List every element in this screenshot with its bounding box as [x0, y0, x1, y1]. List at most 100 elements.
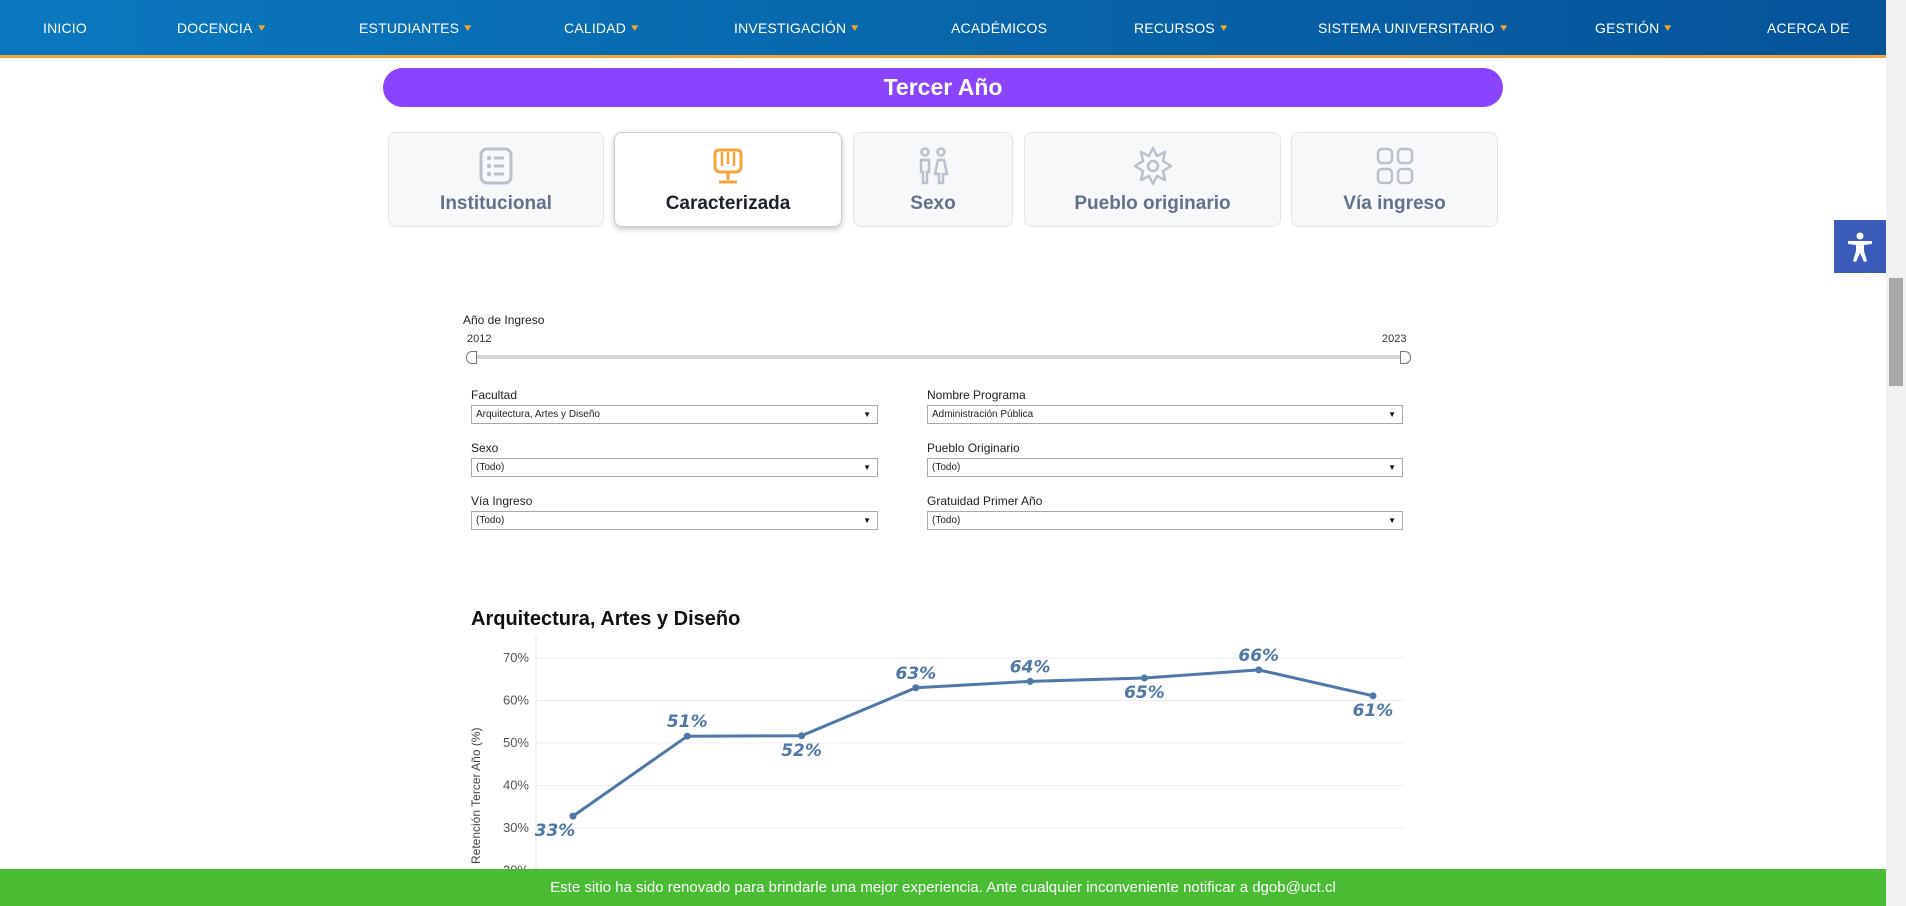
dropdown-arrow-icon: ▼: [863, 463, 871, 472]
data-point: [569, 812, 577, 820]
data-label: 51%: [667, 712, 708, 732]
tab-label: Institucional: [440, 193, 552, 214]
data-label: 61%: [1353, 701, 1394, 721]
y-tick-label: 40%: [503, 778, 529, 793]
flower-icon: [1133, 146, 1172, 186]
nav-item-label: RECURSOS: [1134, 19, 1215, 36]
tab-via-ingreso[interactable]: Vía ingreso: [1291, 132, 1498, 227]
data-point: [912, 684, 920, 692]
nav-item-label: GESTIÓN: [1595, 19, 1660, 36]
scrollbar-track[interactable]: [1886, 0, 1906, 906]
nav-item-estudiantes[interactable]: ESTUDIANTES ▾: [359, 0, 472, 55]
tab-sexo[interactable]: Sexo: [853, 132, 1013, 227]
nav-item-recursos[interactable]: RECURSOS ▾: [1134, 0, 1227, 55]
notice-banner: Este sitio ha sido renovado para brindar…: [0, 869, 1886, 906]
data-point: [683, 732, 691, 740]
dropdown-arrow-icon: ▼: [1388, 516, 1396, 525]
via-label: Vía Ingreso: [471, 494, 533, 508]
via-value: (Todo): [476, 515, 505, 526]
sexo-select[interactable]: (Todo) ▼: [471, 458, 878, 477]
people-icon: [919, 147, 949, 185]
nav-item-docencia[interactable]: DOCENCIA ▾: [177, 0, 266, 55]
y-tick-label: 70%: [503, 650, 529, 665]
accessibility-button[interactable]: [1834, 220, 1886, 273]
nav-item-label: ESTUDIANTES: [359, 19, 460, 36]
dropdown-arrow-icon: ▼: [1388, 410, 1396, 419]
year-slider-handle-end[interactable]: [1400, 351, 1411, 364]
chevron-down-icon: ▾: [1499, 22, 1508, 34]
nav-item-label: DOCENCIA: [177, 19, 253, 36]
nav-item-label: ACADÉMICOS: [951, 19, 1048, 36]
y-tick-label: 20%: [503, 863, 529, 870]
data-label: 52%: [781, 741, 822, 761]
year-slider-track[interactable]: [470, 355, 1408, 359]
nav-item-label: INVESTIGACIÓN: [734, 19, 847, 36]
facultad-select[interactable]: Arquitectura, Artes y Diseño ▼: [471, 405, 878, 424]
chevron-down-icon: ▾: [257, 22, 266, 34]
y-tick-label: 30%: [503, 820, 529, 835]
scrollbar-thumb[interactable]: [1889, 278, 1903, 386]
sexo-label: Sexo: [471, 441, 499, 455]
tab-label: Caracterizada: [665, 193, 791, 214]
retention-line-chart: 20% 30% 40% 50% 60% 70% Retención Tercer Año (…: [469, 636, 1405, 870]
nav-item-investigacion[interactable]: INVESTIGACIÓN ▾: [734, 0, 859, 55]
data-point: [1369, 692, 1377, 700]
nav-item-academicos[interactable]: ACADÉMICOS: [951, 0, 1047, 55]
data-label: 63%: [896, 664, 937, 684]
chevron-down-icon: ▾: [851, 22, 859, 34]
y-axis-label: Retención Tercer Año (%): [469, 727, 483, 864]
y-tick-label: 60%: [503, 693, 529, 708]
year-slider-min: 2012: [467, 333, 492, 345]
chevron-down-icon: ▾: [631, 22, 639, 34]
dropdown-arrow-icon: ▼: [1388, 463, 1396, 472]
data-point: [1140, 674, 1148, 682]
tab-label: Sexo: [910, 193, 956, 214]
year-slider-handle-start[interactable]: [466, 351, 477, 364]
sexo-value: (Todo): [476, 462, 505, 473]
nav-item-label: INICIO: [43, 19, 87, 36]
nav-item-sistema-universitario[interactable]: SISTEMA UNIVERSITARIO ▾: [1318, 0, 1508, 55]
nav-item-inicio[interactable]: INICIO: [43, 0, 87, 55]
data-point: [1026, 677, 1034, 685]
y-tick-label: 50%: [503, 735, 529, 750]
data-point: [1255, 666, 1263, 674]
year-slider-max: 2023: [1382, 333, 1407, 345]
pueblo-label: Pueblo Originario: [927, 441, 1020, 455]
gratuidad-select[interactable]: (Todo) ▼: [927, 511, 1403, 530]
gratuidad-value: (Todo): [932, 515, 961, 526]
tab-pueblo-originario[interactable]: Pueblo originario: [1024, 132, 1281, 227]
nav-item-gestion[interactable]: GESTIÓN ▾: [1595, 0, 1673, 55]
facultad-value: Arquitectura, Artes y Diseño: [476, 409, 600, 420]
pueblo-value: (Todo): [932, 462, 961, 473]
data-point: [798, 732, 806, 740]
programa-select[interactable]: Administración Pública ▼: [927, 405, 1403, 424]
chevron-down-icon: ▾: [464, 22, 472, 34]
facultad-label: Facultad: [471, 388, 518, 402]
programa-value: Administración Pública: [932, 409, 1034, 420]
series-line: [572, 668, 1374, 818]
presentation-icon: [713, 148, 743, 184]
tab-institucional[interactable]: Institucional: [388, 132, 604, 227]
programa-label: Nombre Programa: [927, 388, 1026, 402]
nav-item-label: CALIDAD: [564, 19, 627, 36]
via-select[interactable]: (Todo) ▼: [471, 511, 878, 530]
tab-caracterizada[interactable]: Caracterizada: [614, 132, 842, 227]
nav-item-label: SISTEMA UNIVERSITARIO: [1318, 19, 1495, 36]
list-icon: [479, 147, 513, 185]
tab-label: Vía ingreso: [1343, 193, 1446, 214]
chevron-down-icon: ▾: [1664, 22, 1673, 34]
tab-label: Pueblo originario: [1074, 193, 1231, 214]
nav-item-label: ACERCA DE: [1767, 19, 1850, 36]
data-label: 65%: [1124, 683, 1165, 703]
main-nav: INICIO DOCENCIA ▾ ESTUDIANTES ▾ CALIDAD ▾ I…: [0, 0, 1886, 58]
chart-title: Arquitectura, Artes y Diseño: [471, 608, 741, 630]
data-label: 64%: [1010, 657, 1051, 677]
nav-item-calidad[interactable]: CALIDAD ▾: [564, 0, 638, 55]
pueblo-select[interactable]: (Todo) ▼: [927, 458, 1403, 477]
year-slider-label: Año de Ingreso: [463, 313, 545, 327]
dropdown-arrow-icon: ▼: [863, 410, 871, 419]
nav-item-acerca-de[interactable]: ACERCA DE: [1767, 0, 1850, 55]
accessibility-icon: [1848, 232, 1872, 262]
dropdown-arrow-icon: ▼: [863, 516, 871, 525]
